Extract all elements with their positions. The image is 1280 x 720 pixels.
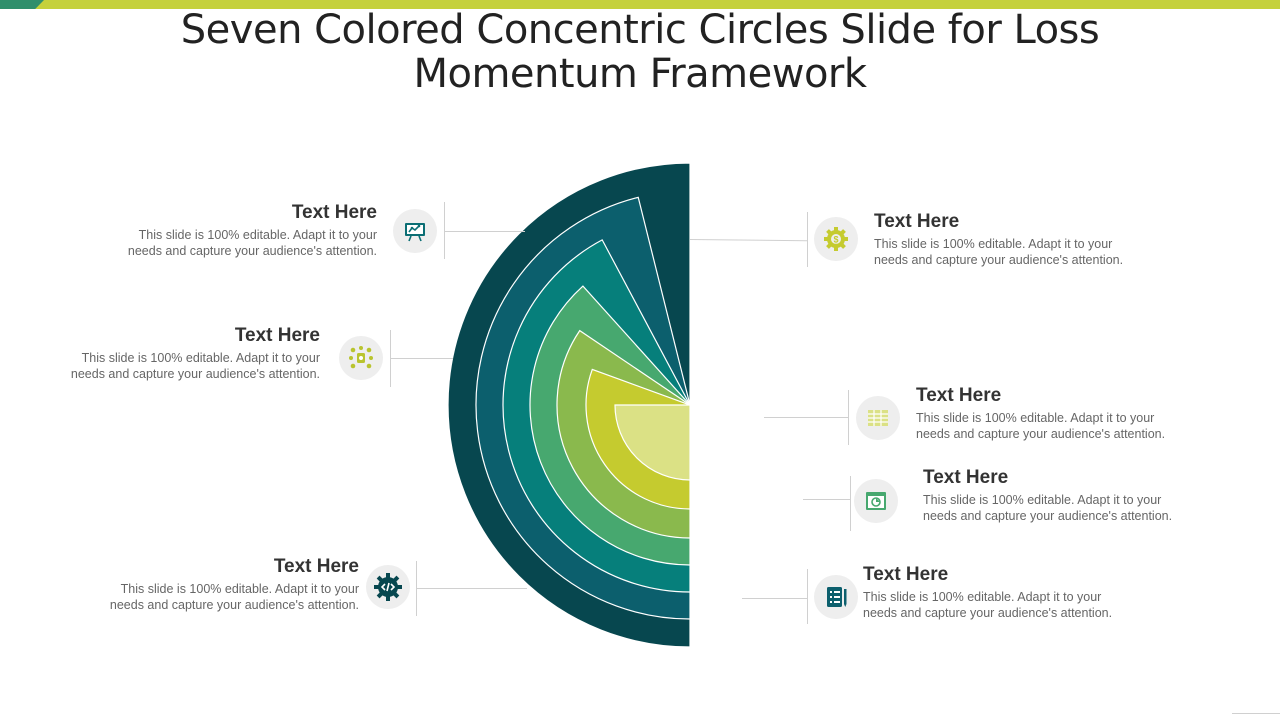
callout-body-line: needs and capture your audience's attent… — [916, 427, 1166, 441]
connector-hline-7 — [742, 598, 807, 599]
callout-bottom-left: Text Here This slide is 100% editable. A… — [29, 556, 359, 613]
connector-vline-7 — [807, 569, 808, 624]
callout-body: This slide is 100% editable. Adapt it to… — [47, 227, 377, 259]
callout-heading: Text Here — [863, 564, 949, 585]
segment-label-04: 04 — [764, 518, 781, 535]
callout-body-line: needs and capture your audience's attent… — [109, 598, 359, 612]
top-accent-corner — [0, 0, 44, 9]
callout-heading: Text Here — [273, 556, 359, 577]
callout-body: This slide is 100% editable. Adapt it to… — [0, 350, 320, 382]
segment-label-02: 02 — [744, 588, 761, 605]
callout-heading: Text Here — [291, 202, 377, 223]
callout-body: This slide is 100% editable. Adapt it to… — [923, 492, 1243, 524]
code-gear-icon — [366, 565, 410, 609]
callout-heading: Text Here — [916, 385, 1002, 406]
connector-vline-4 — [807, 212, 808, 267]
checklist-icon — [814, 575, 858, 619]
callout-body-line: This slide is 100% editable. Adapt it to… — [874, 237, 1113, 251]
connector-vline-3 — [416, 561, 417, 616]
connector-hline-3 — [417, 588, 527, 589]
segment-label-01: 01 — [721, 622, 738, 639]
segment-label-07: 07 — [734, 419, 751, 436]
callout-bottom-right: Text Here This slide is 100% editable. A… — [863, 564, 1183, 621]
connector-hline-5 — [764, 417, 848, 418]
connector-vline-6 — [850, 476, 851, 531]
callout-top-left: Text Here This slide is 100% editable. A… — [47, 202, 377, 259]
segment-label-03: 03 — [758, 553, 775, 570]
callout-body-line: This slide is 100% editable. Adapt it to… — [120, 582, 359, 596]
connector-vline-1 — [444, 202, 445, 259]
slide-title: Seven Colored Concentric Circles Slide f… — [180, 7, 1100, 97]
callout-body-line: needs and capture your audience's attent… — [923, 509, 1173, 523]
corner-mark — [1232, 713, 1280, 714]
callout-mid-left: Text Here This slide is 100% editable. A… — [0, 325, 320, 382]
callout-body-line: This slide is 100% editable. Adapt it to… — [916, 411, 1155, 425]
spreadsheet-icon — [856, 396, 900, 440]
top-accent-bar — [0, 0, 1280, 9]
callout-heading: Text Here — [923, 467, 1009, 488]
connector-vline-5 — [848, 390, 849, 445]
gear-dollar-icon: $ — [814, 217, 858, 261]
callout-body: This slide is 100% editable. Adapt it to… — [29, 581, 359, 613]
connector-vline-2 — [390, 330, 391, 387]
segment-label-06: 06 — [750, 455, 767, 472]
callout-body-line: needs and capture your audience's attent… — [127, 244, 377, 258]
presentation-board-icon — [393, 209, 437, 253]
connector-hline-6 — [803, 499, 850, 500]
callout-top-right: Text Here This slide is 100% editable. A… — [874, 211, 1194, 268]
svg-text:$: $ — [833, 235, 838, 245]
callout-body-line: needs and capture your audience's attent… — [70, 367, 320, 381]
callout-body-line: This slide is 100% editable. Adapt it to… — [863, 590, 1102, 604]
callout-body: This slide is 100% editable. Adapt it to… — [863, 589, 1183, 621]
callout-body: This slide is 100% editable. Adapt it to… — [916, 410, 1236, 442]
callout-body-line: This slide is 100% editable. Adapt it to… — [81, 351, 320, 365]
callout-body-line: This slide is 100% editable. Adapt it to… — [138, 228, 377, 242]
connector-hline-1 — [445, 231, 525, 232]
callout-heading: Text Here — [874, 211, 960, 232]
browser-chart-icon — [854, 479, 898, 523]
callout-heading: Text Here — [234, 325, 320, 346]
connector-hline-2 — [391, 358, 453, 359]
callout-mid-right-1: Text Here This slide is 100% editable. A… — [916, 385, 1236, 442]
segment-07 — [614, 404, 691, 481]
segment-label-05: 05 — [761, 485, 778, 502]
callout-body-line: needs and capture your audience's attent… — [863, 606, 1113, 620]
callout-body-line: This slide is 100% editable. Adapt it to… — [923, 493, 1162, 507]
callout-mid-right-2: Text Here This slide is 100% editable. A… — [923, 467, 1243, 524]
network-hub-icon — [339, 336, 383, 380]
callout-body-line: needs and capture your audience's attent… — [874, 253, 1124, 267]
callout-body: This slide is 100% editable. Adapt it to… — [874, 236, 1194, 268]
